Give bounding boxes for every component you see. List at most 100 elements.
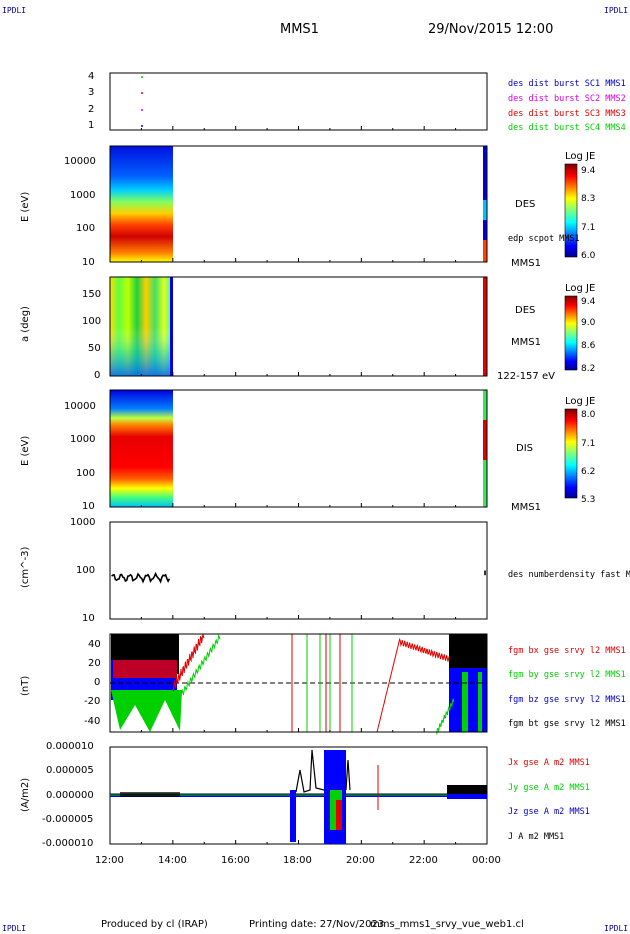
des-energy-ylabel: E (eV) — [20, 191, 31, 222]
legend-jt: J A m2 MMS1 — [508, 832, 565, 842]
x-tick-2000: 20:00 — [346, 855, 375, 866]
current-tick-10: 0.000010 — [46, 741, 94, 752]
panel-burst-frame — [109, 72, 488, 131]
dis-energy-spectrogram — [110, 390, 173, 507]
bfield-tick-neg20: -20 — [84, 696, 101, 707]
bfield-tick-0: 0 — [94, 677, 101, 688]
colorbar-dis-energy-tick-0: 8.0 — [581, 410, 596, 420]
legend-bz: fgm bz gse srvy l2 MMS1 — [508, 695, 626, 705]
colorbar-dis-energy-title: Log JE — [565, 396, 596, 407]
colorbar-des-energy-tick-3: 6.0 — [581, 251, 596, 261]
density-tick-100: 100 — [76, 565, 96, 576]
legend-bx: fgm bx gse srvy l2 MMS1 — [508, 646, 626, 656]
panel-density-frame — [109, 521, 488, 620]
des-energy-edge-strip-mid — [483, 200, 487, 220]
des-pitch-energy-range: 122-157 eV — [497, 371, 555, 382]
panel-des-energy — [109, 145, 578, 263]
density-tick-1000: 1000 — [70, 517, 96, 528]
colorbar-dis-energy-tick-1: 7.1 — [581, 439, 596, 449]
des-energy-tick-1000: 1000 — [70, 190, 96, 201]
colorbar-des-energy-tick-0: 9.4 — [581, 166, 596, 176]
dis-energy-ylabel: E (eV) — [20, 435, 31, 466]
bfield-tick-40: 40 — [88, 639, 101, 650]
current-tick-5: 0.000005 — [46, 765, 94, 776]
des-energy-tick-10: 10 — [82, 257, 95, 268]
colorbar-des-pitch-tick-0: 9.4 — [581, 297, 596, 307]
x-tick-0000: 00:00 — [472, 855, 501, 866]
dis-energy-tick-10: 10 — [82, 501, 95, 512]
bfield-tick-20: 20 — [88, 658, 101, 669]
burst-tick-1: 1 — [88, 120, 95, 131]
des-pitch-ylabel: a (deg) — [20, 306, 31, 342]
burst-tick-4: 4 — [88, 71, 95, 82]
dis-energy-tick-10000: 10000 — [64, 401, 96, 412]
panel-bfield — [109, 633, 488, 735]
panel-des-pitch — [109, 276, 578, 377]
density-tick-10: 10 — [82, 613, 95, 624]
des-energy-edge-strip-low — [483, 240, 487, 262]
by-series-line — [175, 634, 221, 705]
colorbar-des-pitch — [564, 295, 578, 371]
des-pitch-shading — [110, 277, 170, 376]
colorbar-des-pitch-tick-1: 9.0 — [581, 318, 596, 328]
corner-mark-br: IPDLI — [604, 924, 629, 933]
x-tick-1400: 14:00 — [158, 855, 187, 866]
panel-density — [109, 521, 488, 620]
des-energy-mms1-label: MMS1 — [511, 258, 541, 269]
dis-energy-edge-strip-mid — [483, 420, 487, 460]
footer-produced-by: Produced by cl (IRAP) — [101, 919, 208, 930]
legend-burst-sc4: des dist burst SC4 MMS4 — [508, 123, 626, 133]
density-ylabel: (cm^-3) — [20, 546, 31, 588]
colorbar-dis-energy-tick-2: 6.2 — [581, 467, 596, 477]
bfield-dense-region — [111, 634, 487, 732]
dis-energy-tick-1000: 1000 — [70, 434, 96, 445]
colorbar-des-pitch-tick-3: 8.2 — [581, 364, 596, 374]
footer-filename: mms_mms1_srvy_vue_web1.cl — [370, 919, 524, 930]
des-pitch-tick-100: 100 — [82, 316, 102, 327]
colorbar-des-energy-tick-2: 7.1 — [581, 223, 596, 233]
colorbar-des-energy-tick-1: 8.3 — [581, 194, 596, 204]
legend-burst-sc2: des dist burst SC2 MMS2 — [508, 94, 626, 104]
datetime-title: 29/Nov/2015 12:00 — [428, 22, 554, 37]
current-ylabel: (A/m2) — [20, 777, 31, 812]
des-energy-tick-100: 100 — [76, 223, 96, 234]
des-pitch-side-label: DES — [515, 305, 536, 316]
legend-burst-sc1: des dist burst SC1 MMS1 — [508, 79, 626, 89]
x-tick-1800: 18:00 — [283, 855, 312, 866]
burst-tick-3: 3 — [88, 87, 95, 98]
by-late-line — [436, 698, 455, 735]
des-pitch-tick-150: 150 — [82, 289, 102, 300]
corner-mark-bl: IPDLI — [2, 924, 27, 933]
bfield-ylabel: (nT) — [20, 675, 31, 696]
bfield-spikes — [291, 634, 353, 732]
dis-energy-side-label: DIS — [516, 443, 533, 454]
des-energy-spectrogram — [110, 146, 173, 262]
legend-bt: fgm bt gse srvy l2 MMS1 — [508, 719, 626, 729]
dis-energy-mms1-label: MMS1 — [511, 502, 541, 513]
des-pitch-edge-right — [483, 277, 487, 376]
colorbar-des-pitch-tick-2: 8.6 — [581, 341, 596, 351]
current-tick-neg10: -0.000010 — [42, 838, 94, 849]
x-axis-ticks — [109, 126, 488, 844]
bx-arc-line — [376, 637, 450, 733]
x-tick-2200: 22:00 — [409, 855, 438, 866]
corner-mark-tr: IPDLI — [604, 6, 629, 15]
des-pitch-mms1-label: MMS1 — [511, 337, 541, 348]
colorbar-dis-energy — [564, 408, 578, 499]
des-pitch-edge-left — [170, 277, 173, 376]
legend-density: des numberdensity fast M — [508, 570, 630, 580]
colorbar-dis-energy-tick-3: 5.3 — [581, 495, 596, 505]
panel-burst — [109, 72, 488, 131]
dis-energy-tick-100: 100 — [76, 468, 96, 479]
des-pitch-tick-50: 50 — [88, 343, 101, 354]
x-tick-1600: 16:00 — [221, 855, 250, 866]
des-energy-side-label: DES — [515, 199, 536, 210]
legend-by: fgm by gse srvy l2 MMS1 — [508, 670, 626, 680]
des-pitch-tick-0: 0 — [94, 370, 101, 381]
density-series-line — [111, 571, 171, 584]
x-tick-1200: 12:00 — [95, 855, 124, 866]
legend-jy: Jy gse A m2 MMS1 — [508, 783, 590, 793]
corner-mark-tl: IPDLI — [2, 6, 27, 15]
colorbar-des-energy — [564, 163, 578, 258]
